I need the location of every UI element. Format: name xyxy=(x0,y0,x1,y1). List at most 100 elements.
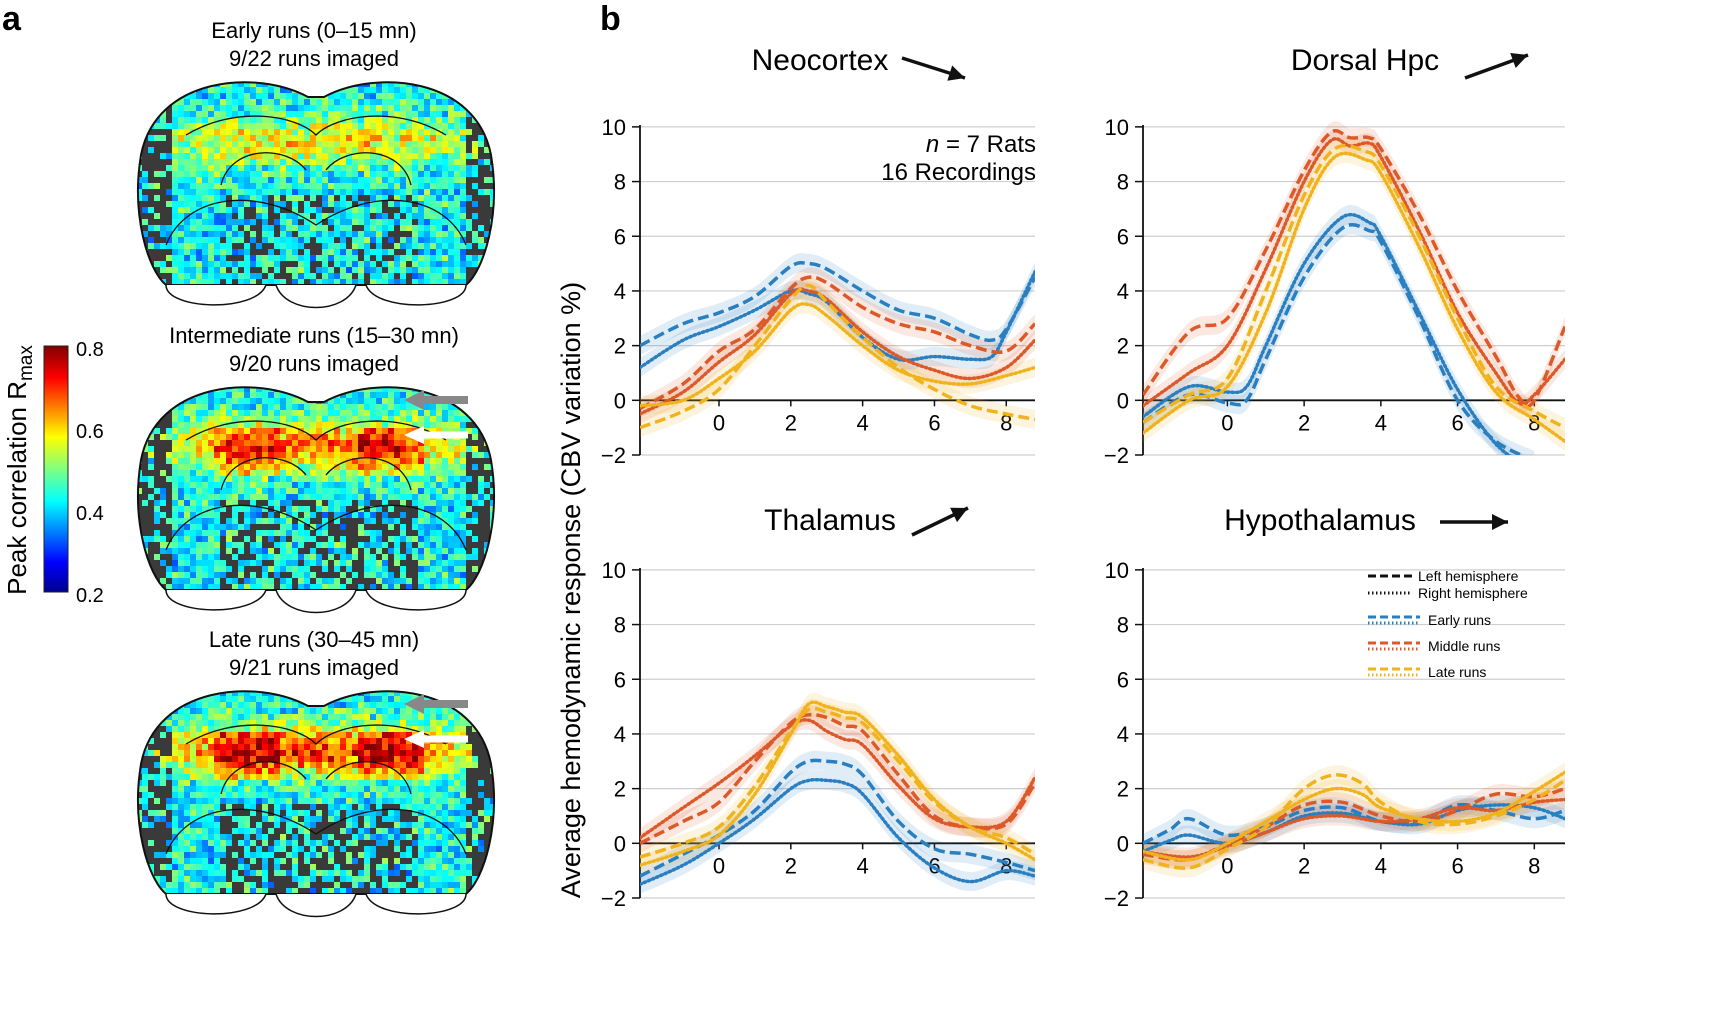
legend-middle-runs: Middle runs xyxy=(1428,638,1500,654)
y-tick-label: 6 xyxy=(1117,224,1129,249)
y-tick-label: 4 xyxy=(1117,722,1129,747)
series-line-early-left xyxy=(640,758,1035,878)
brain-slice-intermediate xyxy=(137,386,495,614)
y-tick-label: 4 xyxy=(614,722,626,747)
series-line-late-left xyxy=(1143,773,1565,870)
x-tick-label: 4 xyxy=(1375,410,1387,435)
y-tick-label: 2 xyxy=(614,334,626,359)
x-tick-label: 0 xyxy=(1221,853,1233,878)
chart-title: Dorsal Hpc xyxy=(1291,44,1439,77)
colorbar-tick-02: 0.2 xyxy=(76,585,104,607)
y-tick-label: 0 xyxy=(1117,388,1129,413)
y-tick-label: −2 xyxy=(1104,886,1129,911)
white-arrow-head-icon xyxy=(404,426,424,444)
series-line-middle-right xyxy=(1143,137,1565,408)
trend-arrow-head-icon xyxy=(950,507,968,523)
legend-left-hemisphere: Left hemisphere xyxy=(1418,568,1519,584)
series-line-early-right xyxy=(1143,803,1565,854)
y-tick-label: −2 xyxy=(1104,443,1129,468)
colorbar-label: Peak correlation Rmax xyxy=(2,345,37,595)
slice-3-subtitle: 9/21 runs imaged xyxy=(229,655,399,680)
y-tick-label: 2 xyxy=(614,777,626,802)
series-band-late-right xyxy=(640,692,1035,875)
chart-title: Thalamus xyxy=(764,504,896,537)
colorbar-tick-04: 0.4 xyxy=(76,503,104,525)
series-line-late-left xyxy=(1143,143,1565,430)
white-arrow-head-icon xyxy=(404,730,424,748)
legend-late-runs: Late runs xyxy=(1428,664,1486,680)
x-tick-label: 6 xyxy=(1451,853,1463,878)
series-line-early-left xyxy=(640,260,1035,348)
x-tick-label: 6 xyxy=(928,410,940,435)
y-tick-label: 10 xyxy=(1105,558,1129,583)
y-tick-label: 10 xyxy=(602,115,626,140)
slice-1-title: Early runs (0–15 mn) xyxy=(211,18,416,43)
chart-neocortex: Neocortex −2 0 2 4 6 8 10 0 2 4 6 8 xyxy=(601,44,1035,468)
panel-a-letter: a xyxy=(2,0,22,38)
chart-title: Neocortex xyxy=(752,44,889,77)
y-tick-label: 0 xyxy=(1117,831,1129,856)
series-line-middle-left xyxy=(640,275,1035,411)
series-line-middle-right xyxy=(640,287,1035,416)
y-tick-label: −2 xyxy=(601,443,626,468)
series-line-late-right xyxy=(1143,770,1565,862)
brain-slice-late xyxy=(137,690,495,918)
x-tick-label: 2 xyxy=(1298,853,1310,878)
y-tick-label: 4 xyxy=(1117,279,1129,304)
x-tick-label: 0 xyxy=(713,853,725,878)
series-band-late-left xyxy=(1143,765,1565,878)
series-band-early-right xyxy=(640,770,1035,894)
x-tick-label: 8 xyxy=(1528,853,1540,878)
series-band-middle-right xyxy=(1143,129,1565,416)
annotation-n-rats: n = 7 Rats xyxy=(926,131,1036,158)
x-tick-label: 8 xyxy=(1000,410,1012,435)
colorbar xyxy=(43,345,69,593)
series-band-late-right xyxy=(1143,143,1565,451)
colorbar-tick-06: 0.6 xyxy=(76,421,104,443)
y-tick-label: 6 xyxy=(1117,667,1129,692)
slice-2-subtitle: 9/20 runs imaged xyxy=(229,351,399,376)
legend-right-hemisphere: Right hemisphere xyxy=(1418,585,1528,601)
series-line-middle-left xyxy=(1143,129,1565,409)
series-line-late-left xyxy=(640,283,1035,430)
chart-hypothalamus: Hypothalamus −2 0 2 4 6 8 10 0 2 4 6 8 xyxy=(1104,504,1565,911)
series-band-early-right xyxy=(640,262,1035,378)
series-band-middle-right xyxy=(640,710,1035,848)
gray-arrow-head-icon xyxy=(404,694,424,714)
x-tick-label: 0 xyxy=(713,410,725,435)
chart-title: Hypothalamus xyxy=(1224,504,1416,537)
y-tick-label: 8 xyxy=(1117,613,1129,638)
trend-arrow-head-icon xyxy=(1510,52,1528,69)
x-tick-label: 4 xyxy=(857,853,869,878)
series-line-early-right xyxy=(1143,212,1512,455)
y-axis-label: Average hemodynamic response (CBV variat… xyxy=(556,282,586,898)
series-band-late-right xyxy=(640,294,1035,416)
gray-arrow-head-icon xyxy=(404,390,424,410)
series-band-late-left xyxy=(640,275,1035,438)
legend: Left hemisphere Right hemisphere Early r… xyxy=(1368,568,1528,680)
y-tick-label: 8 xyxy=(614,170,626,195)
series-line-early-left xyxy=(1143,223,1526,455)
slice-2-title: Intermediate runs (15–30 mn) xyxy=(169,323,459,348)
y-tick-label: 0 xyxy=(614,388,626,413)
y-tick-label: 8 xyxy=(614,613,626,638)
series-line-late-right xyxy=(1143,151,1565,444)
y-tick-label: −2 xyxy=(601,886,626,911)
series-band-early-left xyxy=(1143,215,1535,455)
x-tick-label: 0 xyxy=(1221,410,1233,435)
y-tick-label: 8 xyxy=(1117,170,1129,195)
trend-arrow-head-icon xyxy=(1492,514,1508,530)
panel-b-letter: b xyxy=(600,0,621,38)
x-tick-label: 2 xyxy=(785,853,797,878)
slice-3-title: Late runs (30–45 mn) xyxy=(209,627,419,652)
y-tick-label: 10 xyxy=(1105,115,1129,140)
series-band-early-left xyxy=(640,253,1035,356)
annotation-recordings: 16 Recordings xyxy=(881,159,1036,186)
series-line-early-right xyxy=(640,777,1035,887)
x-tick-label: 2 xyxy=(785,410,797,435)
x-tick-label: 6 xyxy=(1451,410,1463,435)
y-tick-label: 4 xyxy=(614,279,626,304)
x-tick-label: 4 xyxy=(1375,853,1387,878)
